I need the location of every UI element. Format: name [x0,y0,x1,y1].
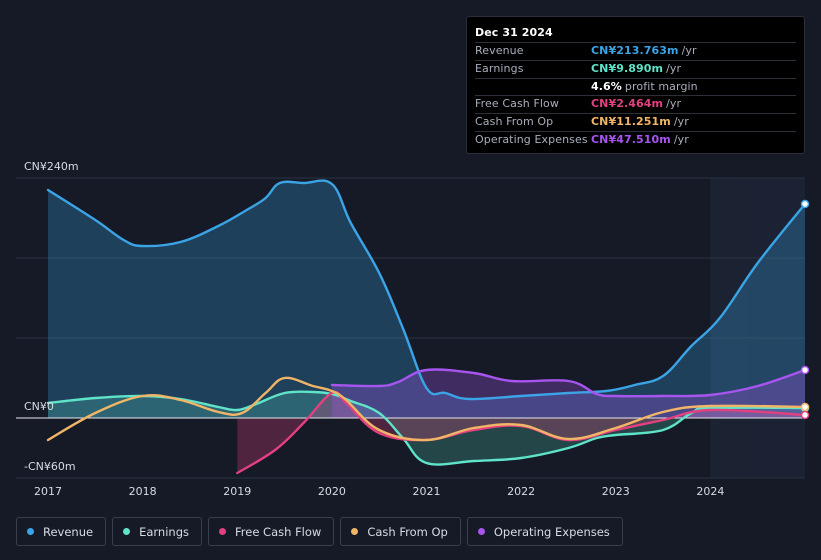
legend-dot-icon [477,528,485,535]
tooltip-row: Free Cash Flow CN¥2.464m/yr [475,95,796,113]
series-line-operating-expenses [330,368,807,398]
tooltip-row-label: Free Cash Flow [475,97,559,111]
tooltip-row-label: Revenue [475,44,524,57]
tooltip-row-unit: /yr [666,61,682,75]
y-tick-label: CN¥0 [24,400,54,413]
tooltip-row: Cash From Op CN¥11.251m/yr [475,113,796,131]
x-tick-label: 2022 [507,485,535,498]
tooltip-row: 4.6% profit margin [475,77,796,96]
x-tick-label: 2023 [602,485,630,498]
series-end-marker-free-cash-flow [800,410,810,420]
y-tick-label: CN¥240m [24,160,79,173]
legend-dot-icon [123,528,131,535]
legend-dot-icon [219,528,226,535]
tooltip-row: Operating Expenses CN¥47.510m/yr [475,130,796,149]
tooltip-row-unit: /yr [673,132,689,146]
legend-item-earnings[interactable]: Earnings [112,517,202,546]
tooltip-row-value: 4.6% [591,79,622,93]
tooltip-row-label: Earnings [475,61,524,75]
tooltip-row-unit: /yr [673,115,689,129]
x-tick-label: 2017 [34,485,62,498]
y-tick-label: -CN¥60m [24,460,76,473]
legend-label: Revenue [43,524,94,539]
legend-label: Free Cash Flow [235,524,322,539]
series-end-marker-cash-from-op [800,402,810,412]
tooltip-row-unit: /yr [681,44,697,57]
legend-item-operating-expenses[interactable]: Operating Expenses [466,517,623,546]
tooltip-row-unit: profit margin [624,79,698,93]
tooltip-row-value: CN¥11.251m [591,115,671,129]
chart-legend: Revenue Earnings Free Cash Flow Cash From O… [16,517,623,546]
series-line-cash-from-op [46,376,807,442]
legend-label: Cash From Op [367,524,448,539]
legend-item-cash-from-op[interactable]: Cash From Op [340,517,461,546]
tooltip-row-value: CN¥2.464m [591,97,664,111]
legend-item-free-cash-flow[interactable]: Free Cash Flow [208,517,335,546]
tooltip-row-value: CN¥47.510m [591,132,671,146]
tooltip-row-unit: /yr [666,97,682,111]
series-line-earnings [46,390,807,466]
legend-dot-icon [351,528,359,535]
series-fill-earnings [48,391,805,465]
chart-canvas: CN¥240m CN¥0 -CN¥60m 2017 2018 2019 2020 2021 20… [16,160,810,498]
legend-label: Earnings [139,524,189,539]
x-tick-label: 2018 [129,485,157,498]
tooltip-row-label: Operating Expenses [475,132,588,146]
x-tick-label: 2019 [223,485,251,498]
series-end-marker-operating-expenses [800,365,810,375]
tooltip-row-value: CN¥213.763m [591,44,679,57]
x-tick-label: 2024 [696,485,724,498]
x-tick-label: 2021 [413,485,441,498]
forecast-highlight-band [710,178,805,478]
legend-item-revenue[interactable]: Revenue [16,517,107,546]
tooltip-row-label [475,79,591,96]
legend-dot-icon [27,528,34,535]
legend-label: Operating Expenses [493,524,610,539]
x-tick-label: 2020 [318,485,346,498]
tooltip-row-value: CN¥9.890m [591,61,664,75]
tooltip-panel: Dec 31 2024 Revenue CN¥213.763m/yr Earning… [466,16,805,154]
tooltip-row: Earnings CN¥9.890m/yr [475,59,796,78]
series-end-marker-revenue [800,199,810,209]
tooltip-row: Revenue CN¥213.763m/yr [475,42,796,60]
tooltip-row-label: Cash From Op [475,115,554,129]
series-line-revenue [46,179,807,401]
tooltip-date: Dec 31 2024 [475,26,553,39]
series-fill-revenue [48,180,805,418]
